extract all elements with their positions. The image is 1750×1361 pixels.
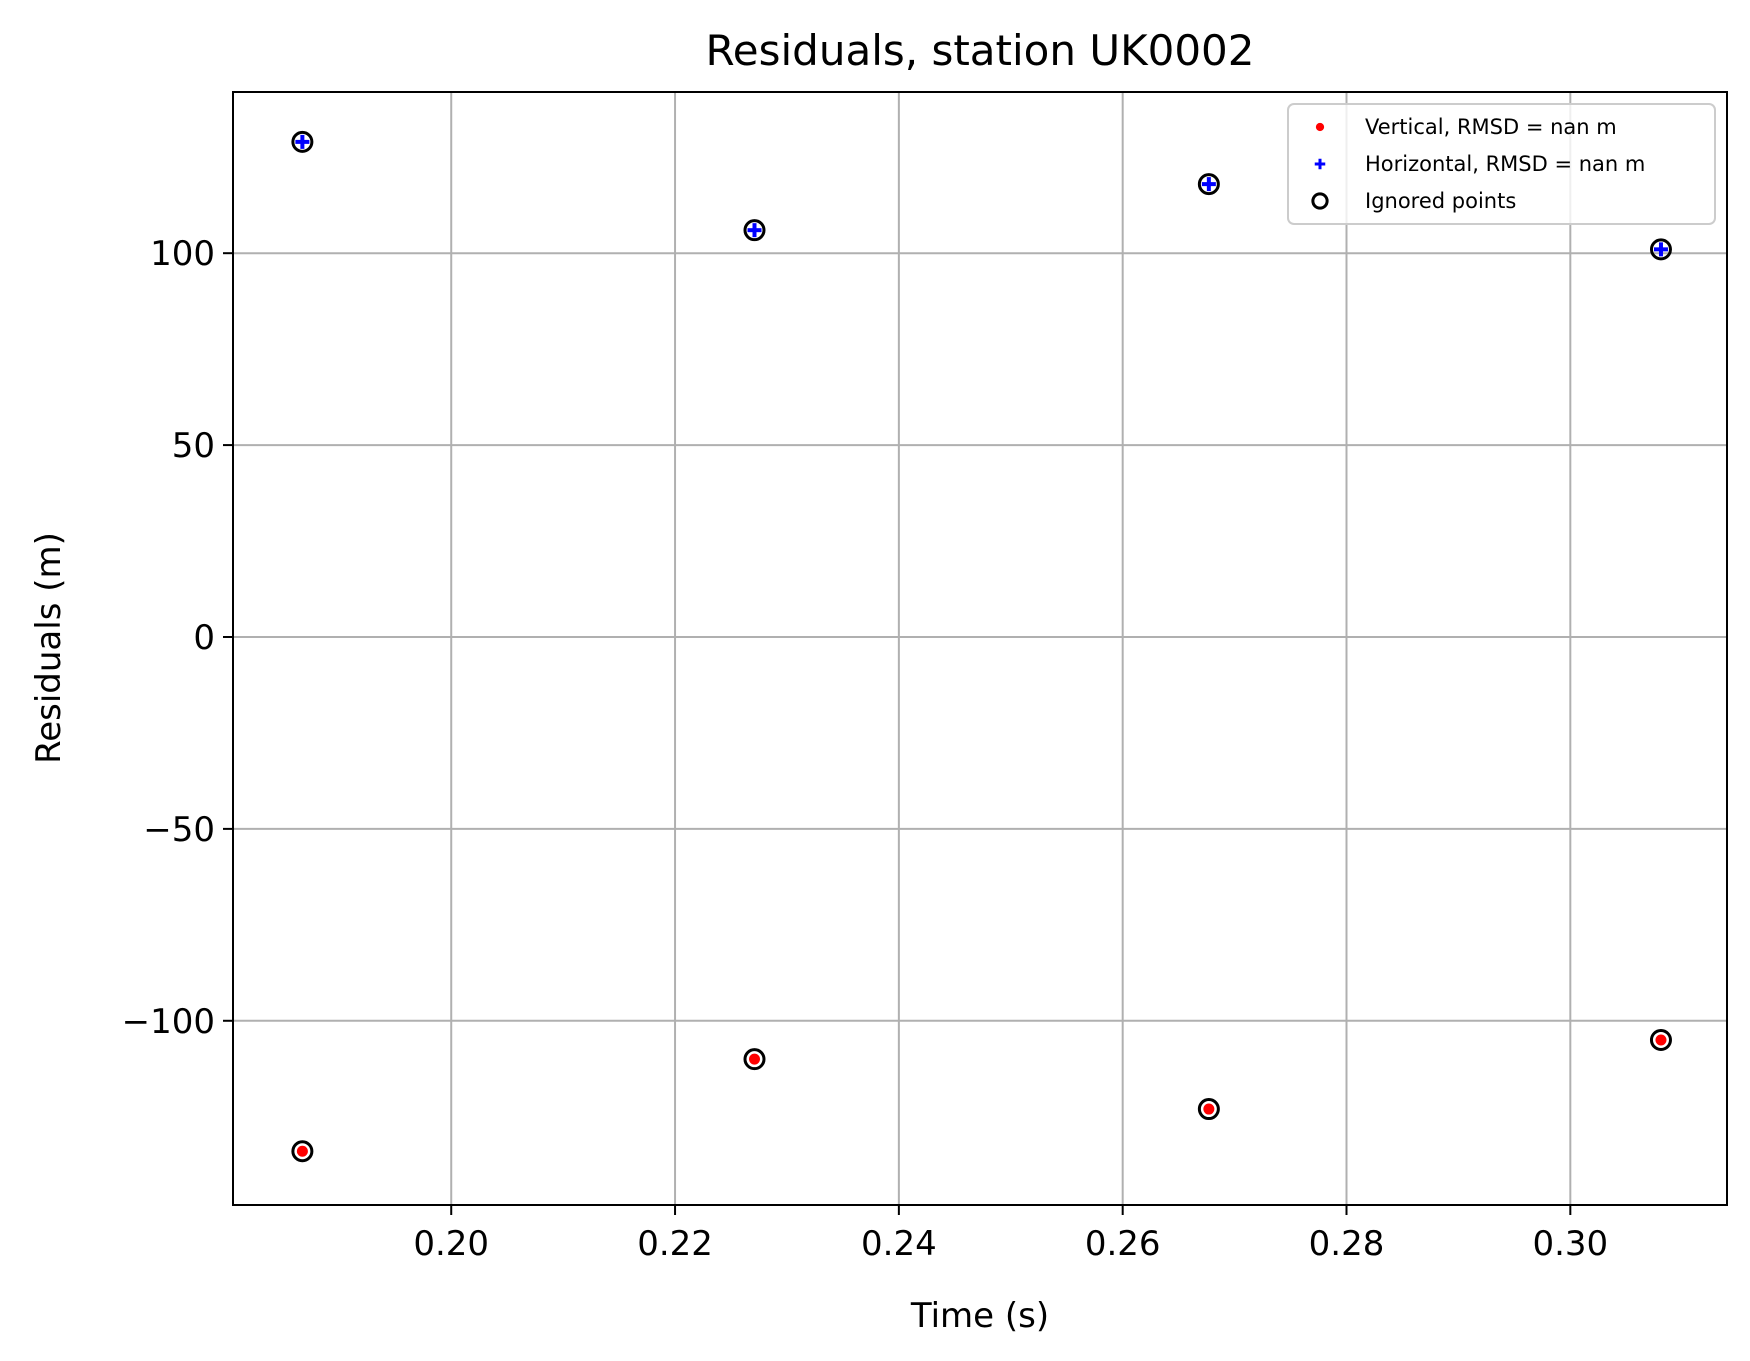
x-tick-label: 0.24 [861, 1224, 937, 1264]
x-tick-label: 0.28 [1309, 1224, 1385, 1264]
ignored-point [743, 219, 766, 242]
horizontal-point [295, 134, 310, 149]
chart-title: Residuals, station UK0002 [705, 26, 1254, 75]
legend-item-ignored-marker [1311, 192, 1329, 210]
legend-item-vertical-label: Vertical, RMSD = nan m [1365, 115, 1617, 139]
legend-item-horizontal-label: Horizontal, RMSD = nan m [1365, 152, 1645, 176]
ignored-point [1649, 1028, 1672, 1051]
vertical-point [1203, 1103, 1215, 1115]
y-tick-label: −50 [143, 810, 215, 850]
legend: Vertical, RMSD = nan m Horizontal, RMSD =… [1287, 103, 1716, 225]
vertical-point [1655, 1034, 1667, 1046]
y-tick-label: 50 [172, 426, 215, 466]
legend-item-horizontal-marker [1314, 158, 1326, 170]
y-tick-label: 100 [150, 234, 215, 274]
legend-box [1287, 103, 1716, 225]
x-tick-label: 0.22 [637, 1224, 713, 1264]
points-layer [291, 130, 1672, 1163]
ignored-point [291, 1140, 314, 1163]
horizontal-point [1201, 177, 1216, 192]
y-tick-label: 0 [193, 618, 215, 658]
vertical-point [749, 1053, 761, 1065]
ignored-point [1197, 1098, 1220, 1121]
x-tick-label: 0.30 [1532, 1224, 1608, 1264]
horizontal-point [747, 223, 762, 238]
vertical-point [296, 1145, 308, 1157]
ignored-point [1649, 238, 1672, 261]
ignored-point [291, 130, 314, 153]
ignored-point [743, 1048, 766, 1071]
y-axis-label: Residuals (m) [29, 532, 69, 764]
horizontal-point [1653, 242, 1668, 257]
legend-item-ignored-label: Ignored points [1365, 189, 1516, 213]
legend-item-vertical-marker [1315, 122, 1325, 132]
grid-layer [233, 92, 1727, 1205]
y-tick-label: −100 [122, 1002, 215, 1042]
ticks-layer: 0.20 0.22 0.24 0.26 0.28 0.30 100 50 0 −50 −100 [122, 234, 1609, 1264]
ignored-point [1197, 173, 1220, 196]
plot-frame [232, 91, 1728, 1206]
x-tick-label: 0.26 [1085, 1224, 1161, 1264]
x-axis-label: Time (s) [910, 1296, 1049, 1336]
x-tick-label: 0.20 [413, 1224, 489, 1264]
